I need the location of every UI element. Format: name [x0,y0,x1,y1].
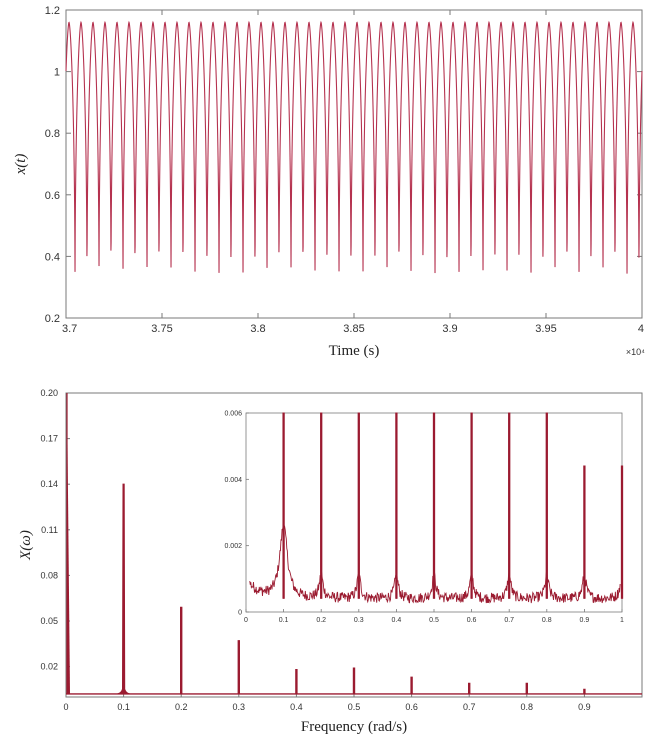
spectrum-xtick-label: 0.2 [175,702,188,712]
spectrum-peak [352,667,356,694]
inset-peak [282,412,285,599]
time-series-x-ticks: 3.7 3.75 3.8 3.85 3.9 3.95 4 [62,10,644,335]
inset-peak [620,465,624,599]
time-series-xtick-label: 3.8 [250,323,265,335]
time-series-line [65,20,643,274]
spectrum-xtick-label: 0.9 [578,702,591,712]
inset-peak [320,412,323,599]
inset-peak [470,412,473,599]
spectrum-ytick-label: 0.11 [41,525,58,535]
time-series-xtick-label: 3.95 [535,323,556,335]
spectrum-xtick-label: 0.1 [117,702,130,712]
inset-ytick-label: 0.002 [224,543,242,550]
inset-y-ticks: 0 0.002 0.004 0.006 [224,411,249,617]
inset-xtick-label: 0.7 [504,617,514,624]
inset-xtick-label: 0.3 [354,617,364,624]
inset-peak [545,412,548,599]
inset-xtick-label: 0.9 [580,617,590,624]
spectrum-panel: 0.020.050.080.110.140.170.20 0 0.1 0.2 0.3 0… [18,388,643,735]
spectrum-peak [410,676,413,694]
time-series-ytick-label: 1.2 [45,5,60,17]
spectrum-xtick-label: 0.3 [233,702,246,712]
inset-xtick-label: 0.2 [316,617,326,624]
spectrum-ylabel: X(ω) [18,530,34,561]
spectrum-peak [66,393,70,695]
time-series-xtick-label: 3.9 [442,323,457,335]
time-series-ytick-label: 0.4 [45,251,60,263]
inset-xtick-label: 0.4 [392,617,402,624]
spectrum-ytick-label: 0.02 [40,662,58,672]
time-series-xtick-label: 4 [638,323,644,335]
spectrum-x-ticks: 0 0.1 0.2 0.3 0.4 0.5 0.6 0.7 0.8 0.9 [63,693,591,712]
spectrum-ytick-label: 0.17 [40,434,58,444]
spectrum-peak [583,688,586,694]
inset-xtick-label: 0.6 [467,617,477,624]
time-series-panel: 0.20.40.60.811.2 3.7 3.75 3.8 3.85 3.9 3.95 4 … [13,5,645,359]
inset-ytick-label: 0 [238,610,242,617]
spectrum-xtick-label: 0.5 [348,702,361,712]
inset-peaks [282,412,624,599]
time-series-y-ticks: 0.2 0.4 0.6 0.8 1 1.2 [45,5,642,325]
spectrum-ytick-label: 0.20 [40,388,58,398]
inset-xtick-label: 0.5 [429,617,439,624]
inset-x-ticks: 0 0.1 0.2 0.3 0.4 0.5 0.6 0.7 0.8 0.9 1 [244,609,624,624]
time-series-xtick-label: 3.85 [343,323,364,335]
spectrum-peak [295,669,298,694]
spectrum-xtick-label: 0 [63,702,68,712]
inset-ytick-label: 0.004 [224,477,242,484]
spectrum-peaks [66,393,586,695]
spectrum-ytick-label: 0.08 [40,570,58,580]
spectrum-xlabel: Frequency (rad/s) [301,719,407,735]
inset-xtick-label: 0.8 [542,617,552,624]
spectrum-peak [468,682,471,694]
time-series-ytick-label: 0.8 [45,128,60,140]
time-series-ylabel-text: x(t) [13,154,29,176]
spectrum-xtick-label: 0.8 [521,702,534,712]
inset-peak [432,412,436,599]
time-series-xlabel: Time (s) [329,343,380,359]
spectrum-xtick-label: 0.4 [290,702,303,712]
time-series-xtick-label: 3.7 [62,323,77,335]
spectrum-xtick-label: 0.7 [463,702,476,712]
spectrum-ytick-label: 0.05 [40,616,58,626]
inset-xtick-label: 1 [620,617,624,624]
inset-xtick-label: 0.1 [279,617,289,624]
time-series-x-exponent: ×10⁴ [626,347,645,357]
spectrum-peak [117,483,130,695]
spectrum-ytick-label: 0.14 [40,479,58,489]
inset-peak [508,412,511,599]
spectrum-peak [180,606,183,694]
time-series-ytick-label: 0.6 [45,190,60,202]
inset-xtick-label: 0 [244,617,248,624]
spectrum-xtick-label: 0.6 [405,702,418,712]
inset-peak [395,412,398,599]
time-series-xtick-label: 3.75 [151,323,172,335]
inset-peak [357,412,360,599]
inset-peak [583,465,586,599]
spectrum-peak [237,640,240,694]
spectrum-peak [525,682,528,694]
time-series-ytick-label: 1 [54,67,60,79]
time-series-ylabel: x(t) [13,154,29,176]
inset-ytick-label: 0.006 [224,411,242,418]
time-series-ytick-label: 0.2 [45,313,60,325]
